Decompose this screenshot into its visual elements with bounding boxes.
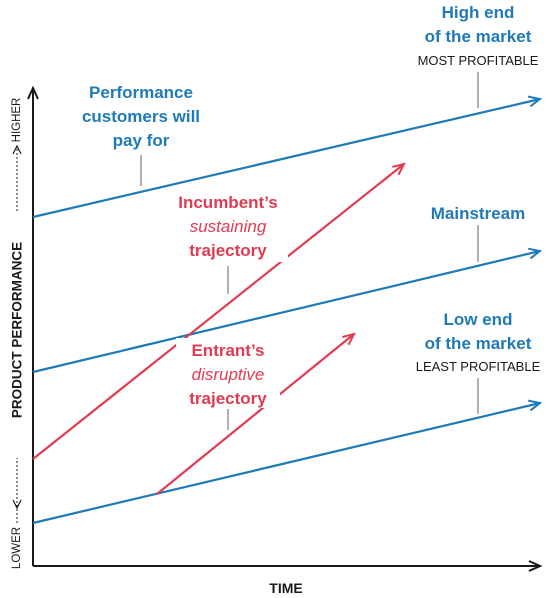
y-axis-low-arrowhead bbox=[12, 499, 22, 510]
low-end-label-line2: of the market bbox=[425, 334, 532, 353]
low-end-label: Low end of the market LEAST PROFITABLE bbox=[416, 310, 541, 374]
y-axis-high-arrowhead bbox=[12, 144, 22, 155]
low-end-performance-line bbox=[32, 403, 540, 525]
performance-label-line2: customers will bbox=[82, 107, 200, 126]
incumbent-sustaining-trajectory bbox=[32, 164, 404, 460]
entrant-label: Entrant’s disruptive trajectory bbox=[176, 338, 280, 408]
incumbent-label-line2: sustaining bbox=[190, 217, 267, 236]
entrant-label-line2: disruptive bbox=[192, 365, 265, 384]
performance-label-line3: pay for bbox=[113, 131, 170, 150]
mainstream-performance-line bbox=[32, 251, 540, 374]
performance-label-line1: Performance bbox=[89, 83, 193, 102]
entrant-label-line1: Entrant’s bbox=[191, 341, 264, 360]
entrant-label-line3: trajectory bbox=[189, 389, 267, 408]
y-axis-high-label: HIGHER bbox=[11, 98, 23, 143]
entrant-disruptive-trajectory bbox=[156, 334, 354, 495]
mainstream-label: Mainstream bbox=[431, 204, 525, 223]
y-axis-label: PRODUCT PERFORMANCE bbox=[10, 242, 25, 418]
incumbent-label: Incumbent’s sustaining trajectory bbox=[168, 190, 288, 262]
high-end-label-line1: High end bbox=[442, 3, 515, 22]
high-end-performance-line bbox=[32, 99, 540, 219]
incumbent-label-background bbox=[168, 190, 288, 262]
entrant-label-background bbox=[176, 338, 280, 408]
incumbent-label-line3: trajectory bbox=[189, 241, 267, 260]
high-end-label-line3: MOST PROFITABLE bbox=[418, 53, 539, 68]
incumbent-label-line1: Incumbent’s bbox=[178, 193, 278, 212]
y-axis-low-label: LOWER bbox=[11, 527, 23, 569]
high-end-label-line2: of the market bbox=[425, 27, 532, 46]
x-axis-label: TIME bbox=[269, 580, 302, 596]
performance-label: Performance customers will pay for bbox=[82, 83, 200, 150]
high-end-label: High end of the market MOST PROFITABLE bbox=[418, 3, 539, 68]
low-end-label-line1: Low end bbox=[444, 310, 513, 329]
low-end-label-line3: LEAST PROFITABLE bbox=[416, 359, 541, 374]
